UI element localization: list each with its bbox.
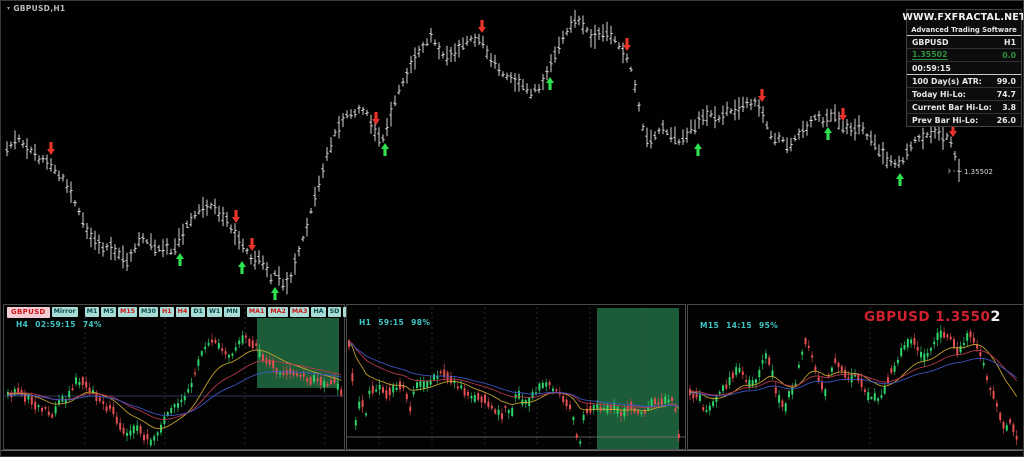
indicator-button-ma3[interactable]: MA3: [289, 307, 310, 318]
tf-button-d1[interactable]: D1: [191, 307, 205, 318]
info-prevbar-value: 26.0: [996, 115, 1016, 125]
m15-chart-canvas[interactable]: [688, 305, 1023, 449]
info-today-row: Today Hi-Lo: 74.7: [907, 87, 1021, 100]
h4-timer: 02:59:15: [35, 320, 76, 329]
m15-price-main: 1.3550: [935, 309, 991, 325]
ma-lines: [689, 344, 1018, 399]
info-panel: WWW.FXFRACTAL.NET Advanced Trading Softw…: [902, 9, 1024, 127]
info-change: 0.0: [1002, 50, 1016, 60]
m15-price-display: GBPUSD 1.35502: [864, 309, 1001, 325]
bottom-scroll-strip[interactable]: [1, 450, 1023, 456]
info-atr-label: 100 Day(s) ATR:: [912, 76, 982, 86]
indicator-button-ha[interactable]: HA: [311, 307, 326, 318]
panel-h1: H1 59:15 98%: [346, 304, 686, 450]
tf-button-m1[interactable]: M1: [84, 307, 100, 318]
info-price: 1.35502: [912, 50, 948, 60]
tf-button-h4[interactable]: H4: [175, 307, 190, 318]
h1-timer: 59:15: [378, 318, 405, 327]
info-today-value: 74.7: [996, 89, 1016, 99]
info-panel-title: WWW.FXFRACTAL.NET: [902, 11, 1024, 23]
chart-symbol-title: GBPUSD,H1: [13, 4, 66, 13]
info-currentbar-value: 3.8: [1002, 102, 1016, 112]
info-timer: 00:59:15: [912, 63, 951, 73]
indicator-button-sd[interactable]: SD: [327, 307, 342, 318]
tf-button-m15[interactable]: M15: [117, 307, 137, 318]
panel-m15: M15 14:15 95% GBPUSD 1.35502: [687, 304, 1023, 450]
info-prevbar-label: Prev Bar Hi-Lo:: [912, 115, 979, 125]
gridlines: [347, 307, 685, 447]
tf-button-mn[interactable]: MN: [224, 307, 240, 318]
tf-button-m5[interactable]: M5: [101, 307, 116, 318]
m15-timer: 14:15: [726, 321, 752, 330]
h4-timeframe: H4: [16, 320, 29, 329]
m15-timeframe: M15: [700, 321, 720, 330]
info-prevbar-row: Prev Bar Hi-Lo: 26.0: [907, 113, 1021, 126]
info-currentbar-row: Current Bar Hi-Lo: 3.8: [907, 100, 1021, 113]
tf-button-m30[interactable]: M30: [138, 307, 159, 318]
h4-percent: 74%: [82, 320, 102, 329]
h1-percent: 98%: [411, 318, 431, 327]
info-symbol-row: GBPUSD H1: [907, 36, 1021, 48]
mirror-button[interactable]: Mirror: [51, 307, 78, 318]
ma-lines: [7, 349, 342, 430]
svg-text:1.35502: 1.35502: [964, 168, 993, 176]
info-panel-subtitle: Advanced Trading Software: [907, 24, 1021, 36]
chart-title: ▾ GBPUSD,H1: [7, 4, 65, 13]
m15-price-symbol: GBPUSD: [863, 309, 931, 325]
symbol-button[interactable]: GBPUSD: [7, 307, 50, 318]
mini-chart-toolbar: GBPUSD Mirror M1 M5 M15 M30 H1 H4 D1 W1 …: [7, 307, 439, 318]
h4-chart-canvas[interactable]: [4, 305, 344, 449]
h1-timeframe: H1: [359, 318, 372, 327]
info-price-row: 1.35502 0.0: [907, 48, 1021, 61]
info-atr-value: 99.0: [996, 76, 1016, 86]
info-atr-row: 100 Day(s) ATR: 99.0: [907, 74, 1021, 87]
tf-button-w1[interactable]: W1: [206, 307, 223, 318]
info-timer-row: 00:59:15: [907, 61, 1021, 74]
signal-arrows: [47, 20, 957, 300]
indicator-button-ma2[interactable]: MA2: [268, 307, 288, 318]
indicator-button-ma1[interactable]: MA1: [246, 307, 267, 318]
info-today-label: Today Hi-Lo:: [912, 89, 966, 99]
info-symbol: GBPUSD: [912, 37, 949, 47]
highlight-zones: [597, 308, 679, 449]
main-chart-canvas[interactable]: 1.35502: [1, 1, 1024, 303]
candles: [7, 330, 343, 447]
panel-h4: GBPUSD Mirror M1 M5 M15 M30 H1 H4 D1 W1 …: [3, 304, 439, 450]
candles: [5, 10, 961, 295]
ma-lines: [348, 340, 680, 412]
m15-price-last-digit: 2: [990, 309, 1001, 325]
h4-status-label: H4 02:59:15 74%: [16, 320, 102, 329]
h1-status-label: H1 59:15 98%: [359, 318, 430, 327]
current-price-label: 1.35502: [948, 168, 993, 176]
candles: [348, 339, 680, 447]
info-currentbar-label: Current Bar Hi-Lo:: [912, 102, 992, 112]
candles: [689, 325, 1018, 446]
info-timeframe: H1: [1004, 37, 1016, 47]
tf-button-h1[interactable]: H1: [160, 307, 174, 318]
dropdown-arrow-icon[interactable]: ▾: [7, 5, 11, 12]
m15-status-label: M15 14:15 95%: [700, 321, 778, 330]
h1-chart-canvas[interactable]: [347, 305, 685, 449]
m15-percent: 95%: [758, 321, 779, 330]
